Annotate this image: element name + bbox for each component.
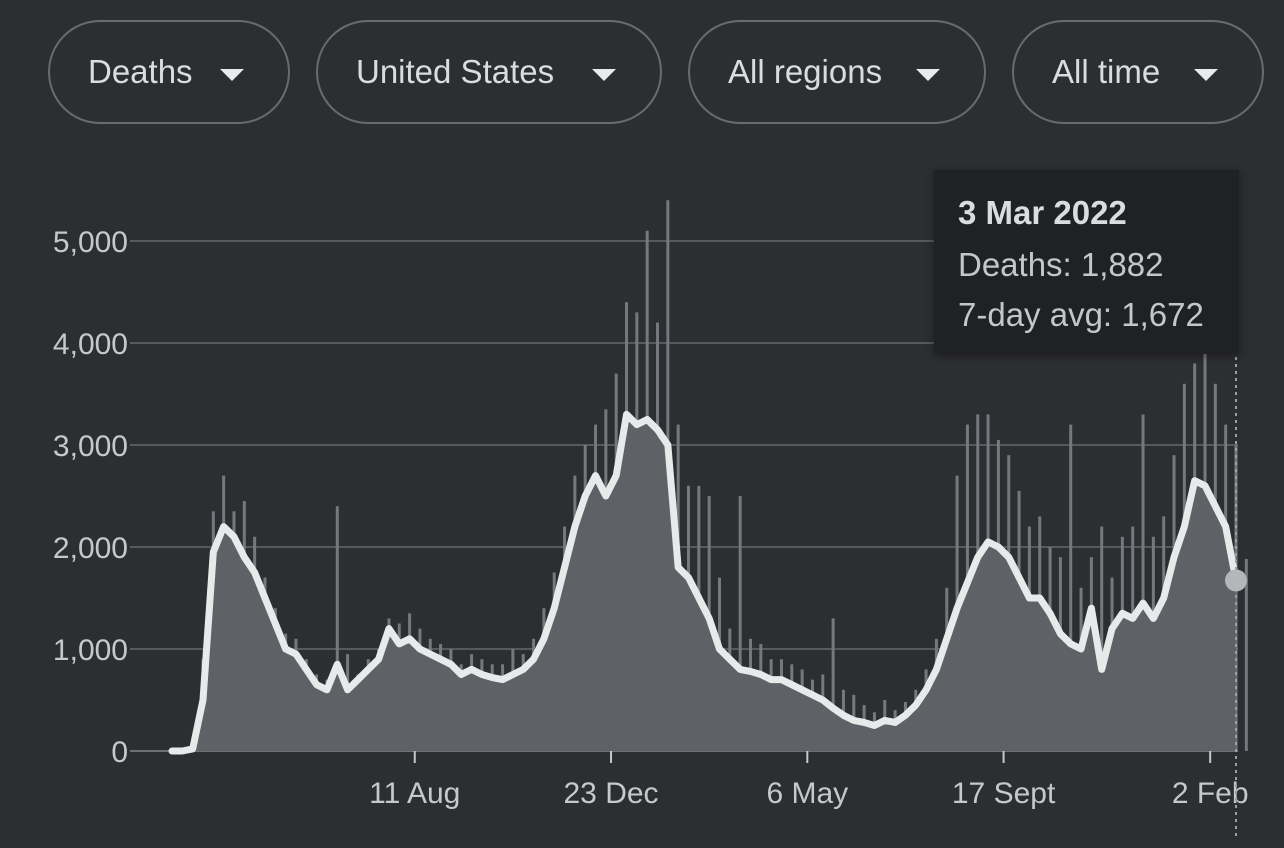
daily-bar [738, 496, 742, 751]
metric-filter-dropdown[interactable]: Deaths [48, 20, 290, 124]
daily-bar [831, 618, 835, 751]
time-range-filter-label: All time [1052, 53, 1161, 90]
daily-bar [335, 506, 339, 751]
x-tick-label: 2 Feb [1172, 777, 1249, 810]
region-filter-dropdown[interactable]: All regions [688, 20, 986, 124]
country-filter-label: United States [356, 53, 555, 90]
average-line [168, 410, 1240, 755]
x-tick-label: 23 Dec [563, 777, 658, 810]
y-axis-labels: 0 1,000 2,000 3,000 4,000 5,000 [53, 226, 128, 769]
daily-bar [1141, 414, 1145, 751]
y-tick-label: 1,000 [53, 634, 128, 667]
x-tick-label: 6 May [766, 777, 848, 810]
x-tick-label: 11 Aug [369, 777, 460, 810]
x-tick-label: 17 Sept [952, 777, 1056, 810]
y-tick-label: 3,000 [53, 430, 128, 463]
caret-down-icon [592, 69, 616, 81]
caret-down-icon [220, 69, 244, 81]
y-tick-label: 4,000 [53, 328, 128, 361]
y-tick-label: 5,000 [53, 226, 128, 259]
metric-filter-label: Deaths [88, 53, 193, 90]
hover-indicator [1225, 350, 1247, 840]
daily-bar [1069, 424, 1073, 751]
caret-down-icon [916, 69, 940, 81]
region-filter-label: All regions [728, 53, 883, 90]
country-filter-dropdown[interactable]: United States [316, 20, 662, 124]
tooltip-deaths: Deaths: 1,882 [958, 246, 1164, 283]
average-line-path [168, 410, 1240, 755]
tooltip-date: 3 Mar 2022 [958, 194, 1127, 231]
deaths-chart[interactable]: 0 1,000 2,000 3,000 4,000 5,000 11 Aug 23 Dec 6… [0, 150, 1284, 848]
tooltip-average: 7-day avg: 1,672 [958, 296, 1204, 333]
daily-bar [1244, 559, 1248, 751]
y-tick-label: 2,000 [53, 532, 128, 565]
chart-tooltip: 3 Mar 2022 Deaths: 1,882 7-day avg: 1,67… [934, 170, 1239, 354]
hover-point [1225, 569, 1247, 592]
x-axis: 11 Aug 23 Dec 6 May 17 Sept 2 Feb [369, 751, 1249, 810]
y-tick-label: 0 [111, 736, 128, 769]
daily-bar [1100, 526, 1104, 751]
average-area-fill [172, 414, 1236, 751]
average-area [172, 414, 1236, 751]
time-range-filter-dropdown[interactable]: All time [1012, 20, 1264, 124]
caret-down-icon [1194, 69, 1218, 81]
